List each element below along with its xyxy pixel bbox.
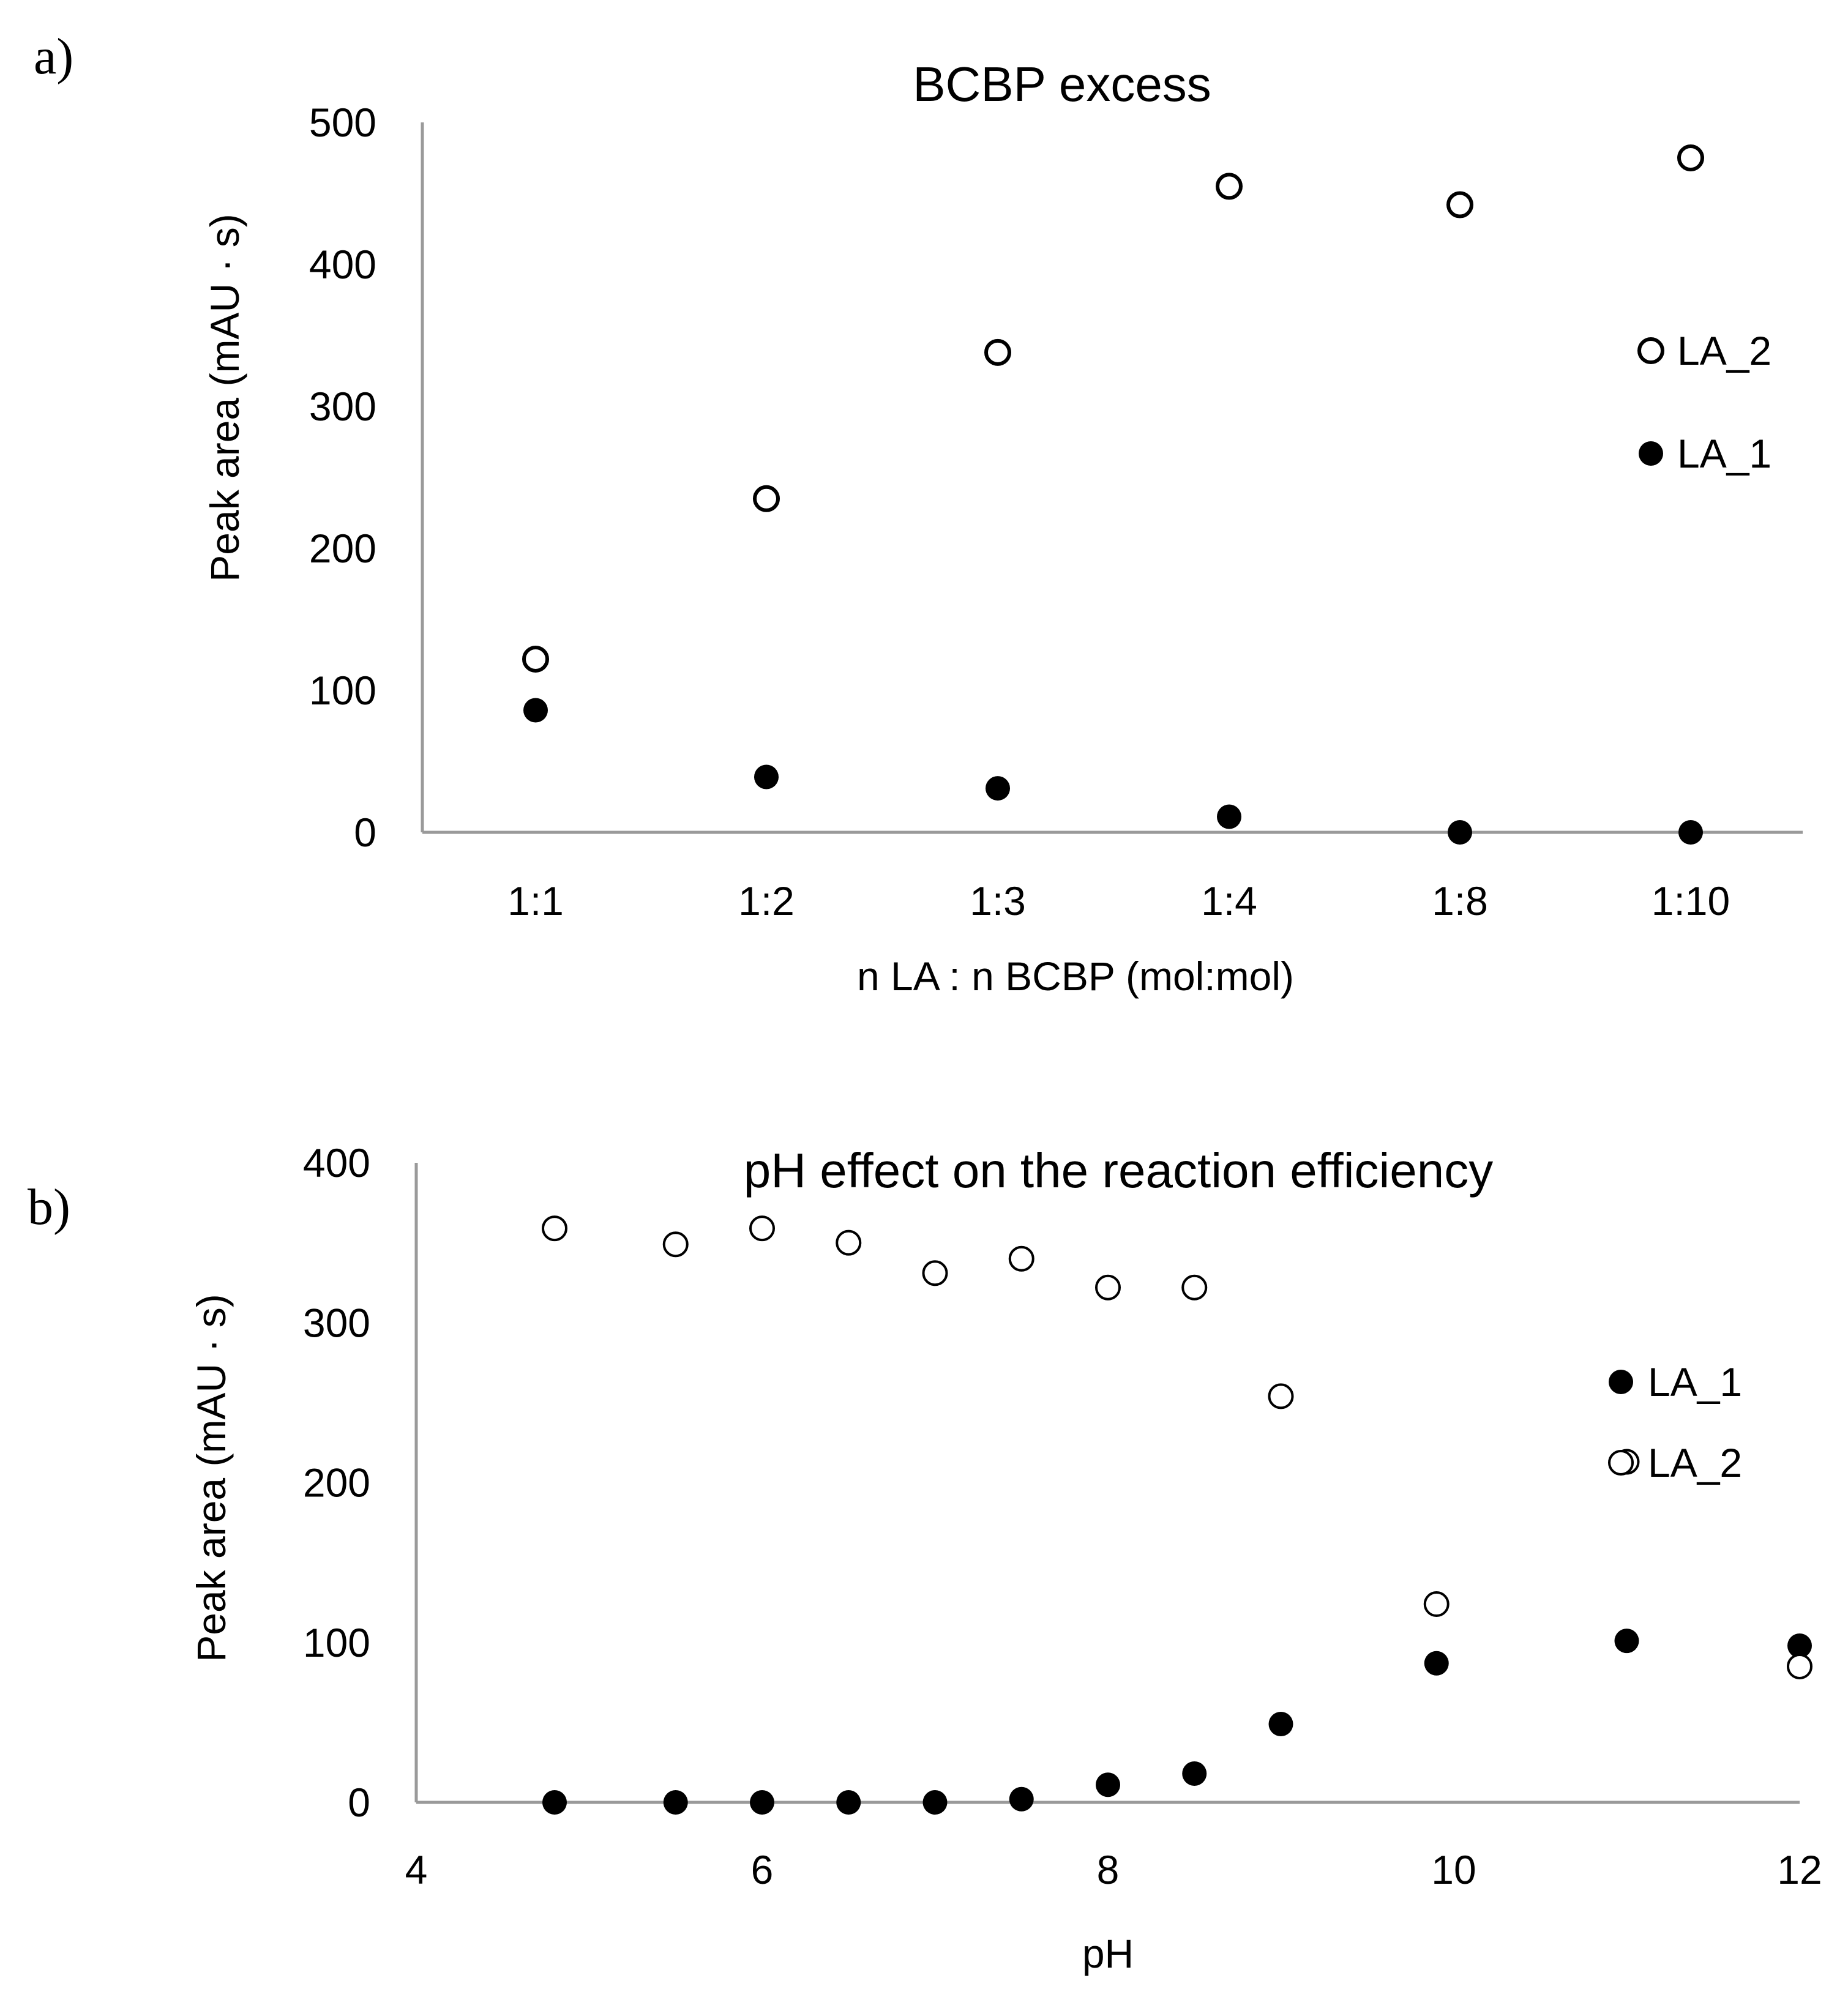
x-tick-label: 1:10 <box>1652 878 1730 924</box>
y-tick-label: 100 <box>303 1620 370 1665</box>
panel-b-points <box>542 1215 1812 1815</box>
legend-label-la1: LA_1 <box>1677 431 1771 476</box>
data-point <box>1216 173 1243 200</box>
data-point <box>753 485 780 512</box>
data-point <box>986 776 1010 801</box>
data-point <box>1095 1274 1121 1301</box>
y-tick-label: 400 <box>309 242 376 287</box>
legend-marker-la2 <box>1608 1450 1634 1476</box>
data-point <box>1677 144 1704 171</box>
x-tick-label: 1:8 <box>1432 878 1488 924</box>
legend-marker-la2 <box>1637 337 1664 364</box>
panel-a-legend: LA_2 LA_1 <box>1637 328 1771 476</box>
series-la2 <box>542 1215 1812 1679</box>
x-tick-label: 4 <box>405 1847 428 1892</box>
legend-label-la1: LA_1 <box>1648 1359 1742 1405</box>
panel-b-legend: LA_1 LA_2 <box>1608 1359 1742 1485</box>
data-point <box>1096 1772 1120 1797</box>
series-la2 <box>522 144 1704 673</box>
series-la1 <box>542 1629 1812 1815</box>
x-tick-label: 6 <box>751 1847 774 1892</box>
y-tick-label: 0 <box>348 1780 370 1825</box>
x-tick-label: 1:3 <box>970 878 1026 924</box>
legend-marker-la1 <box>1609 1370 1633 1394</box>
x-tick-label: 8 <box>1097 1847 1120 1892</box>
data-point <box>1678 820 1703 845</box>
x-tick-label: 1:4 <box>1201 878 1257 924</box>
panel-b-label: b) <box>28 1179 70 1236</box>
legend-label-la2: LA_2 <box>1677 328 1771 373</box>
panel-b-title: pH effect on the reaction efficiency <box>744 1143 1493 1198</box>
data-point <box>1446 191 1473 218</box>
panel-a-points <box>522 144 1704 845</box>
data-point <box>542 1790 567 1815</box>
panel-b-y-ticks: 0 100 200 300 400 <box>303 1140 370 1825</box>
y-tick-label: 0 <box>354 810 376 855</box>
y-tick-label: 300 <box>303 1300 370 1345</box>
data-point <box>1181 1274 1208 1301</box>
x-tick-label: 1:1 <box>507 878 564 924</box>
data-point <box>1009 1786 1034 1812</box>
panel-a-title: BCBP excess <box>913 57 1211 111</box>
data-point <box>1423 1591 1450 1618</box>
data-point <box>1268 1711 1293 1736</box>
panel-a-label: a) <box>34 28 73 85</box>
data-point <box>1787 1633 1812 1658</box>
x-tick-label: 10 <box>1431 1847 1476 1892</box>
data-point <box>836 1790 861 1815</box>
y-tick-label: 300 <box>309 384 376 429</box>
data-point <box>1787 1653 1812 1679</box>
y-tick-label: 500 <box>309 100 376 145</box>
data-point <box>522 645 549 673</box>
data-point <box>542 1215 567 1242</box>
y-tick-label: 200 <box>303 1460 370 1506</box>
data-point <box>754 764 779 789</box>
data-point <box>523 698 548 723</box>
x-tick-label: 12 <box>1777 1847 1822 1892</box>
data-point <box>1008 1245 1034 1272</box>
data-point <box>1182 1761 1207 1786</box>
data-point <box>749 1215 775 1242</box>
panel-b-x-ticks: 4 6 8 10 12 <box>405 1847 1822 1892</box>
data-point <box>662 1231 689 1258</box>
data-point <box>663 1790 688 1815</box>
panel-a-x-ticks: 1:1 1:2 1:3 1:4 1:8 1:10 <box>507 878 1730 924</box>
data-point <box>836 1230 862 1256</box>
panel-b: b) pH effect on the reaction efficiency … <box>28 1140 1822 1976</box>
panel-b-x-axis-label: pH <box>1082 1931 1134 1976</box>
data-point <box>922 1260 948 1286</box>
data-point <box>750 1790 774 1815</box>
series-la1 <box>523 698 1703 845</box>
y-tick-label: 100 <box>309 668 376 713</box>
x-tick-label: 1:2 <box>738 878 795 924</box>
panel-a-y-axis-label: Peak area (mAU · s) <box>202 214 247 581</box>
data-point <box>1448 820 1472 845</box>
data-point <box>1217 804 1241 829</box>
panel-a-y-ticks: 0 100 200 300 400 500 <box>309 100 376 855</box>
data-point <box>1424 1651 1449 1676</box>
legend-marker-la1 <box>1639 441 1663 466</box>
data-point <box>922 1790 948 1815</box>
panel-b-y-axis-label: Peak area (mAU · s) <box>189 1294 234 1662</box>
data-point <box>1268 1383 1294 1409</box>
legend-label-la2: LA_2 <box>1648 1440 1742 1485</box>
data-point <box>1614 1629 1639 1654</box>
panel-a-x-axis-label: n LA : n BCBP (mol:mol) <box>857 954 1294 999</box>
data-point <box>984 338 1011 366</box>
y-tick-label: 400 <box>303 1140 370 1185</box>
y-tick-label: 200 <box>309 526 376 571</box>
